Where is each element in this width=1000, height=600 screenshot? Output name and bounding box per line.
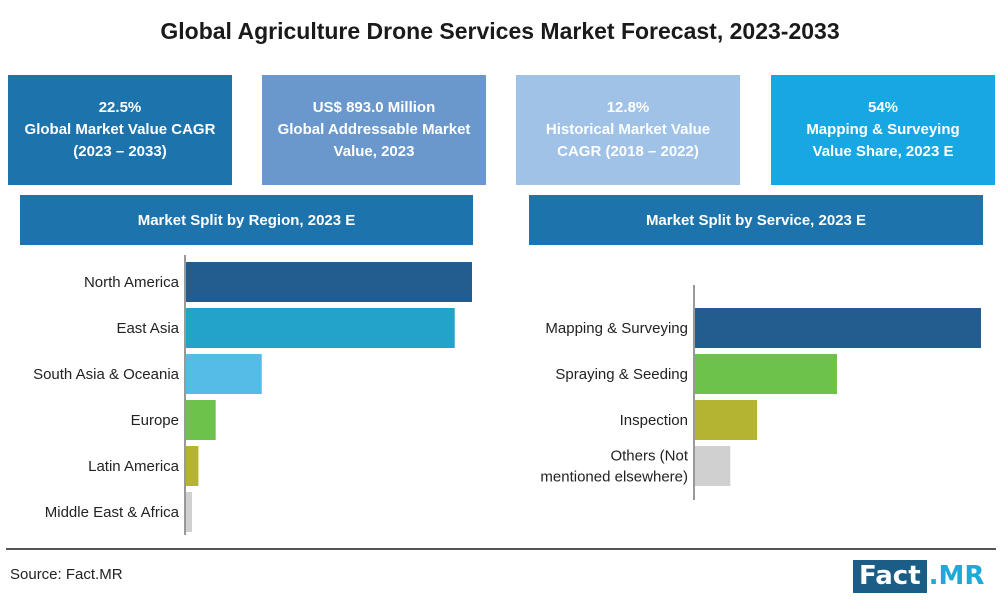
- service-chart-header: Market Split by Service, 2023 E: [529, 195, 983, 245]
- service-bar-spraying-seeding: [695, 354, 837, 394]
- region-label-north-america: North America: [84, 274, 180, 291]
- kpi-label: Global Addressable Market: [277, 121, 471, 138]
- kpi-label: Value, 2023: [333, 143, 415, 160]
- kpi-label: Value Share, 2023 E: [812, 143, 954, 160]
- service-label-mapping-surveying: Mapping & Surveying: [545, 320, 688, 337]
- source-note: Source: Fact.MR: [10, 566, 123, 583]
- region-label-east-asia: East Asia: [116, 320, 179, 337]
- kpi-value: 12.8%: [606, 99, 650, 116]
- kpi-value: 22.5%: [98, 99, 142, 116]
- kpi-label: Global Market Value CAGR: [24, 121, 216, 138]
- region-bar-south-asia-oceania: [186, 354, 262, 394]
- service-label-spraying-seeding: Spraying & Seeding: [555, 366, 688, 383]
- region-bar-east-asia: [186, 308, 455, 348]
- chart-title: Global Agriculture Drone Services Market…: [160, 18, 840, 44]
- kpi-label: Historical Market Value: [545, 121, 711, 138]
- region-bar-middle-east-africa: [186, 492, 192, 532]
- kpi-card-market-value: US$ 893.0 Million Global Addressable Mar…: [262, 75, 486, 185]
- kpi-label: Mapping & Surveying: [806, 121, 960, 138]
- kpi-card-mapping-share: 54% Mapping & Surveying Value Share, 202…: [771, 75, 995, 185]
- factmr-logo: Fact .MR: [853, 560, 984, 593]
- kpi-value: 54%: [867, 99, 899, 116]
- kpi-label: (2023 – 2033): [73, 143, 167, 160]
- kpi-label: CAGR (2018 – 2022): [557, 143, 699, 160]
- kpi-card-historical-cagr: 12.8% Historical Market Value CAGR (2018…: [516, 75, 740, 185]
- region-chart-header: Market Split by Region, 2023 E: [20, 195, 473, 245]
- logo-text-mr: .MR: [928, 561, 985, 591]
- kpi-card-cagr: 22.5% Global Market Value CAGR (2023 – 2…: [8, 75, 232, 185]
- region-bar-north-america: [186, 262, 472, 302]
- region-label-south-asia-oceania: South Asia & Oceania: [33, 366, 180, 383]
- footer-divider: [6, 548, 996, 550]
- region-label-middle-east-africa: Middle East & Africa: [45, 504, 180, 521]
- kpi-value: US$ 893.0 Million: [312, 99, 436, 116]
- service-bar-inspection: [695, 400, 757, 440]
- logo-text-fact: Fact: [853, 560, 927, 593]
- service-label-inspection: Inspection: [620, 412, 688, 429]
- service-bar-mapping-surveying: [695, 308, 981, 348]
- region-bar-europe: [186, 400, 216, 440]
- region-label-latin-america: Latin America: [88, 458, 180, 475]
- service-bar-others-not-mentioned-elsewhere: [695, 446, 731, 486]
- region-label-europe: Europe: [131, 412, 179, 429]
- service-label-others-not-mentioned-elsewhere: Others (Not mentioned elsewhere): [540, 448, 688, 486]
- region-bar-latin-america: [186, 446, 199, 486]
